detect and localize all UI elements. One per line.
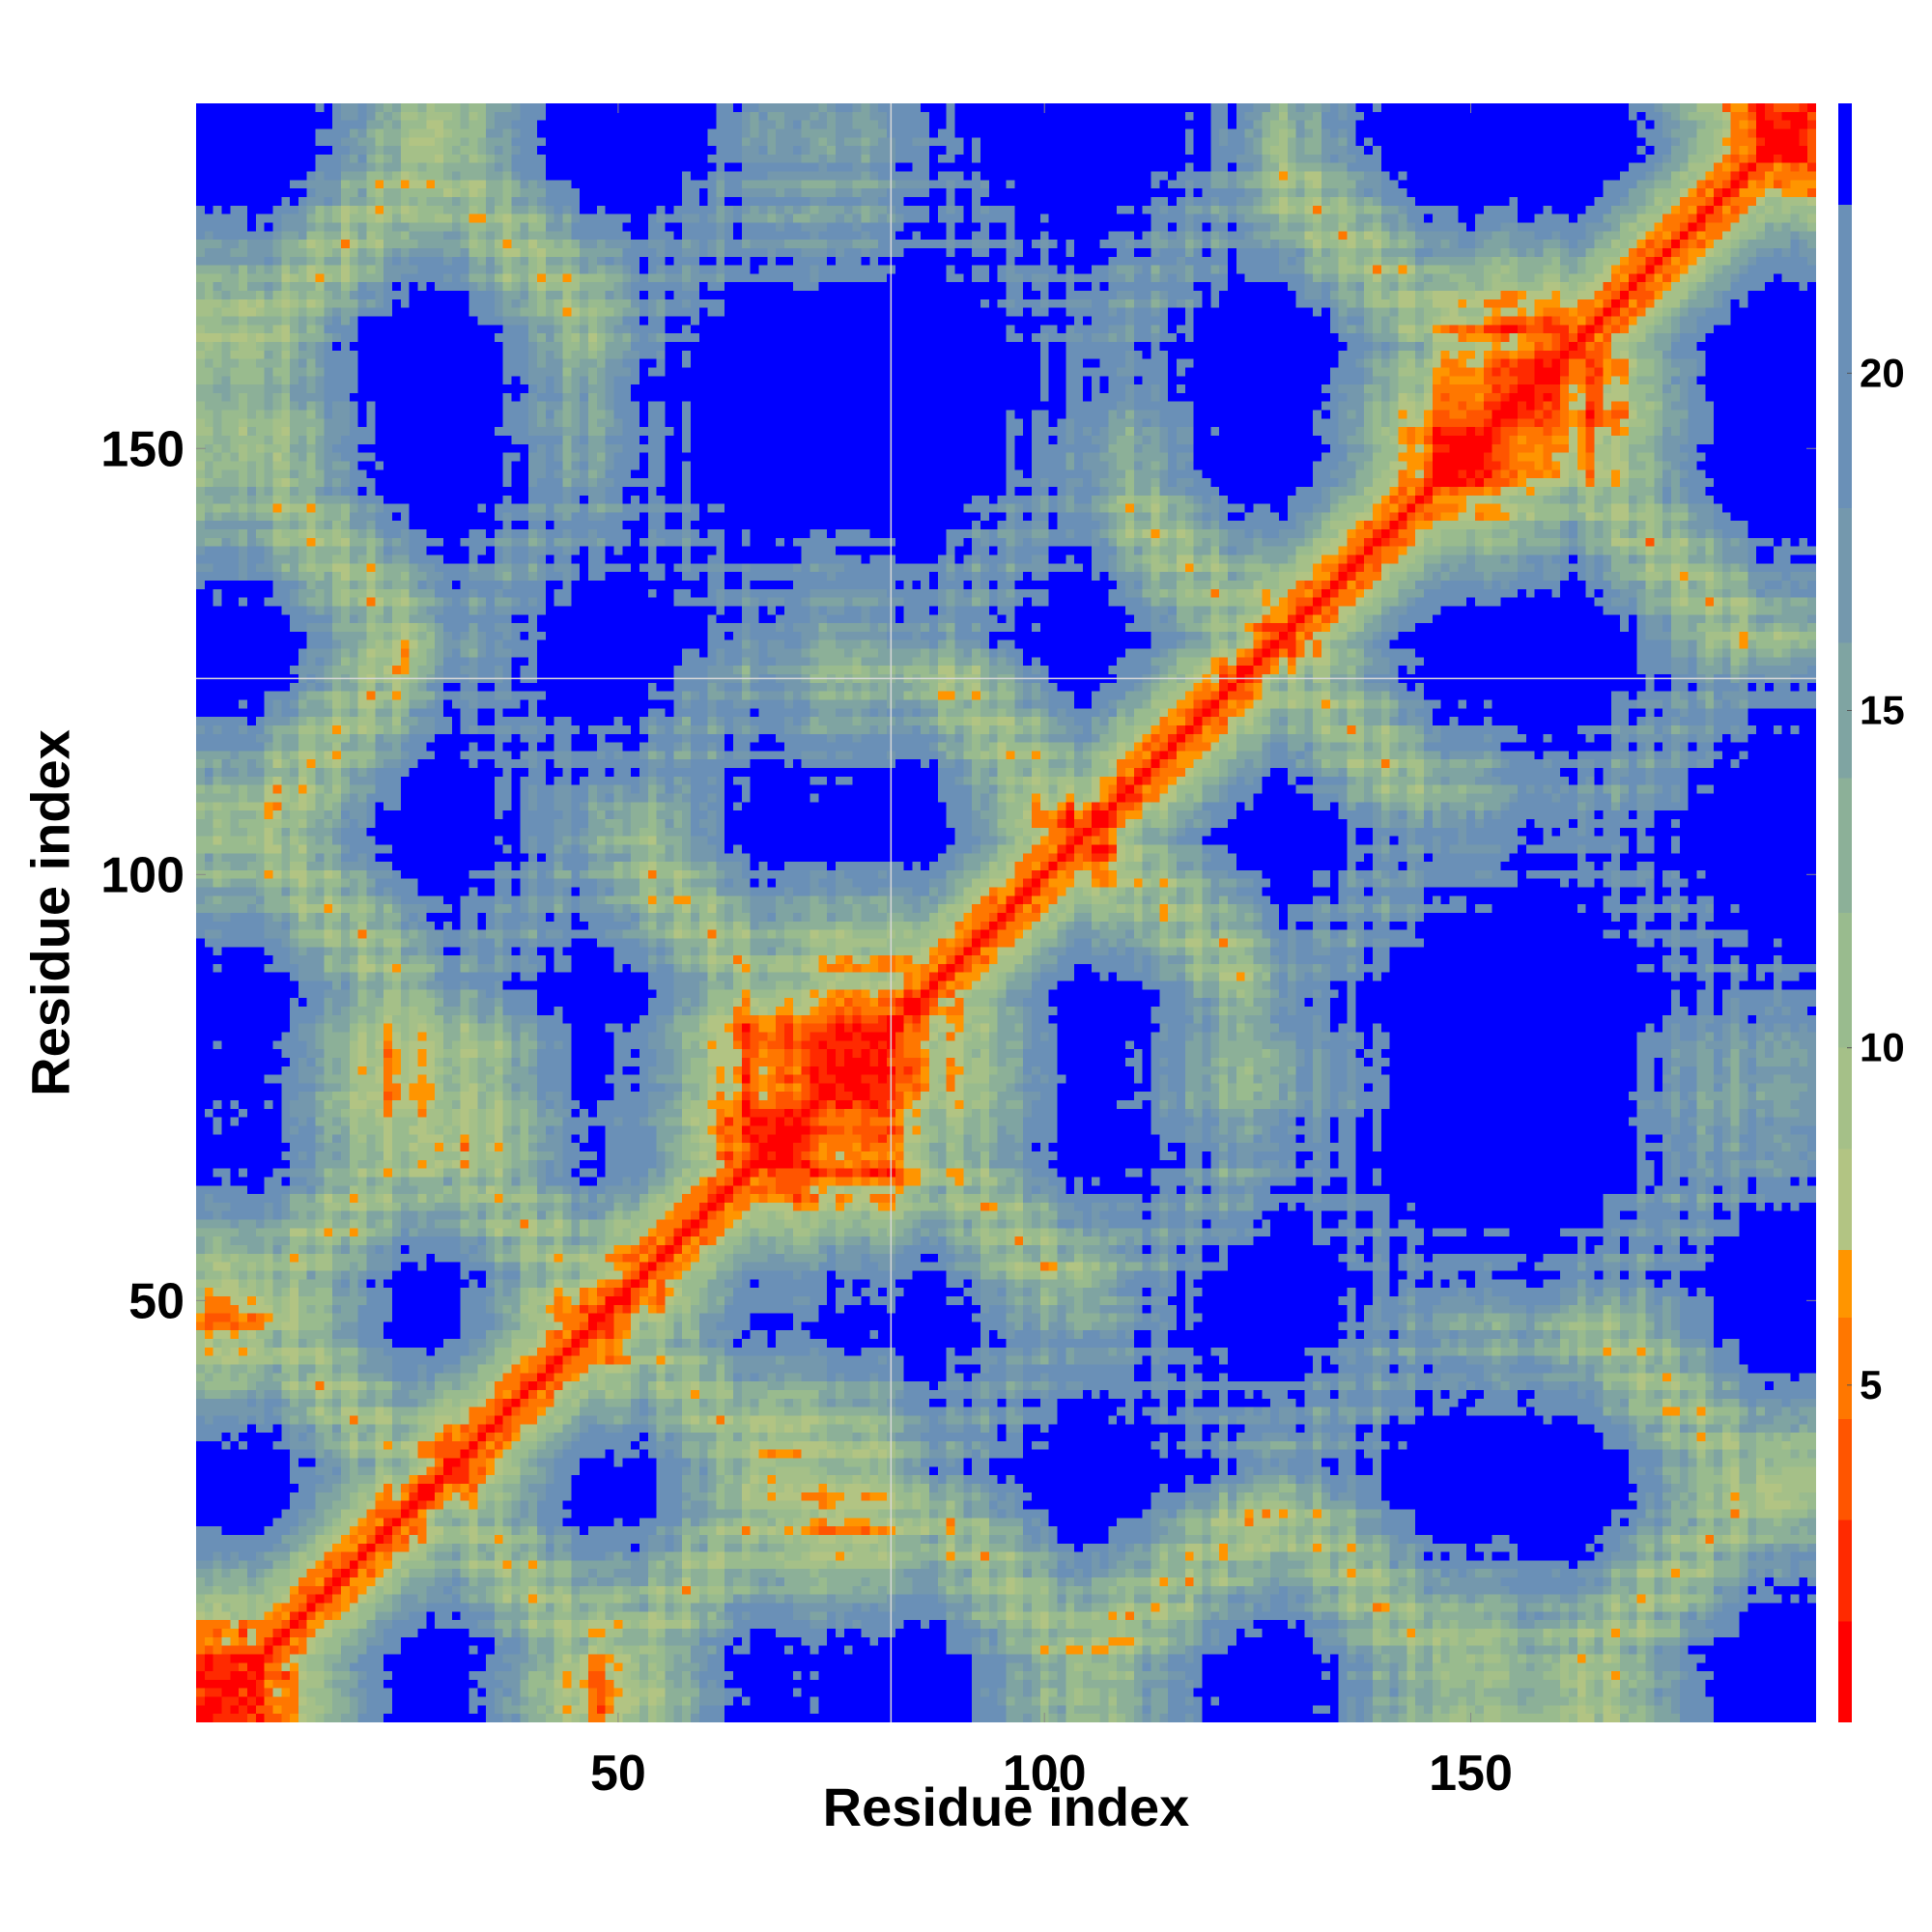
colorbar-tick-label: 5: [1860, 1362, 1882, 1407]
x-axis-title: Residue index: [822, 1776, 1190, 1837]
colorbar-tick-label: 15: [1860, 688, 1905, 733]
y-axis-title: Residue index: [19, 729, 81, 1096]
y-tick-label: 150: [100, 421, 185, 477]
x-tick-label: 100: [1003, 1746, 1087, 1802]
colorbar: [1838, 103, 1852, 1722]
y-tick-label: 50: [128, 1273, 185, 1329]
distance-heatmap: [196, 103, 1816, 1722]
y-tick-label: 100: [100, 847, 185, 903]
colorbar-tick-label: 20: [1860, 350, 1905, 395]
x-tick-label: 150: [1429, 1746, 1513, 1802]
x-tick-label: 50: [590, 1746, 646, 1802]
colorbar-tick-label: 10: [1860, 1025, 1905, 1070]
